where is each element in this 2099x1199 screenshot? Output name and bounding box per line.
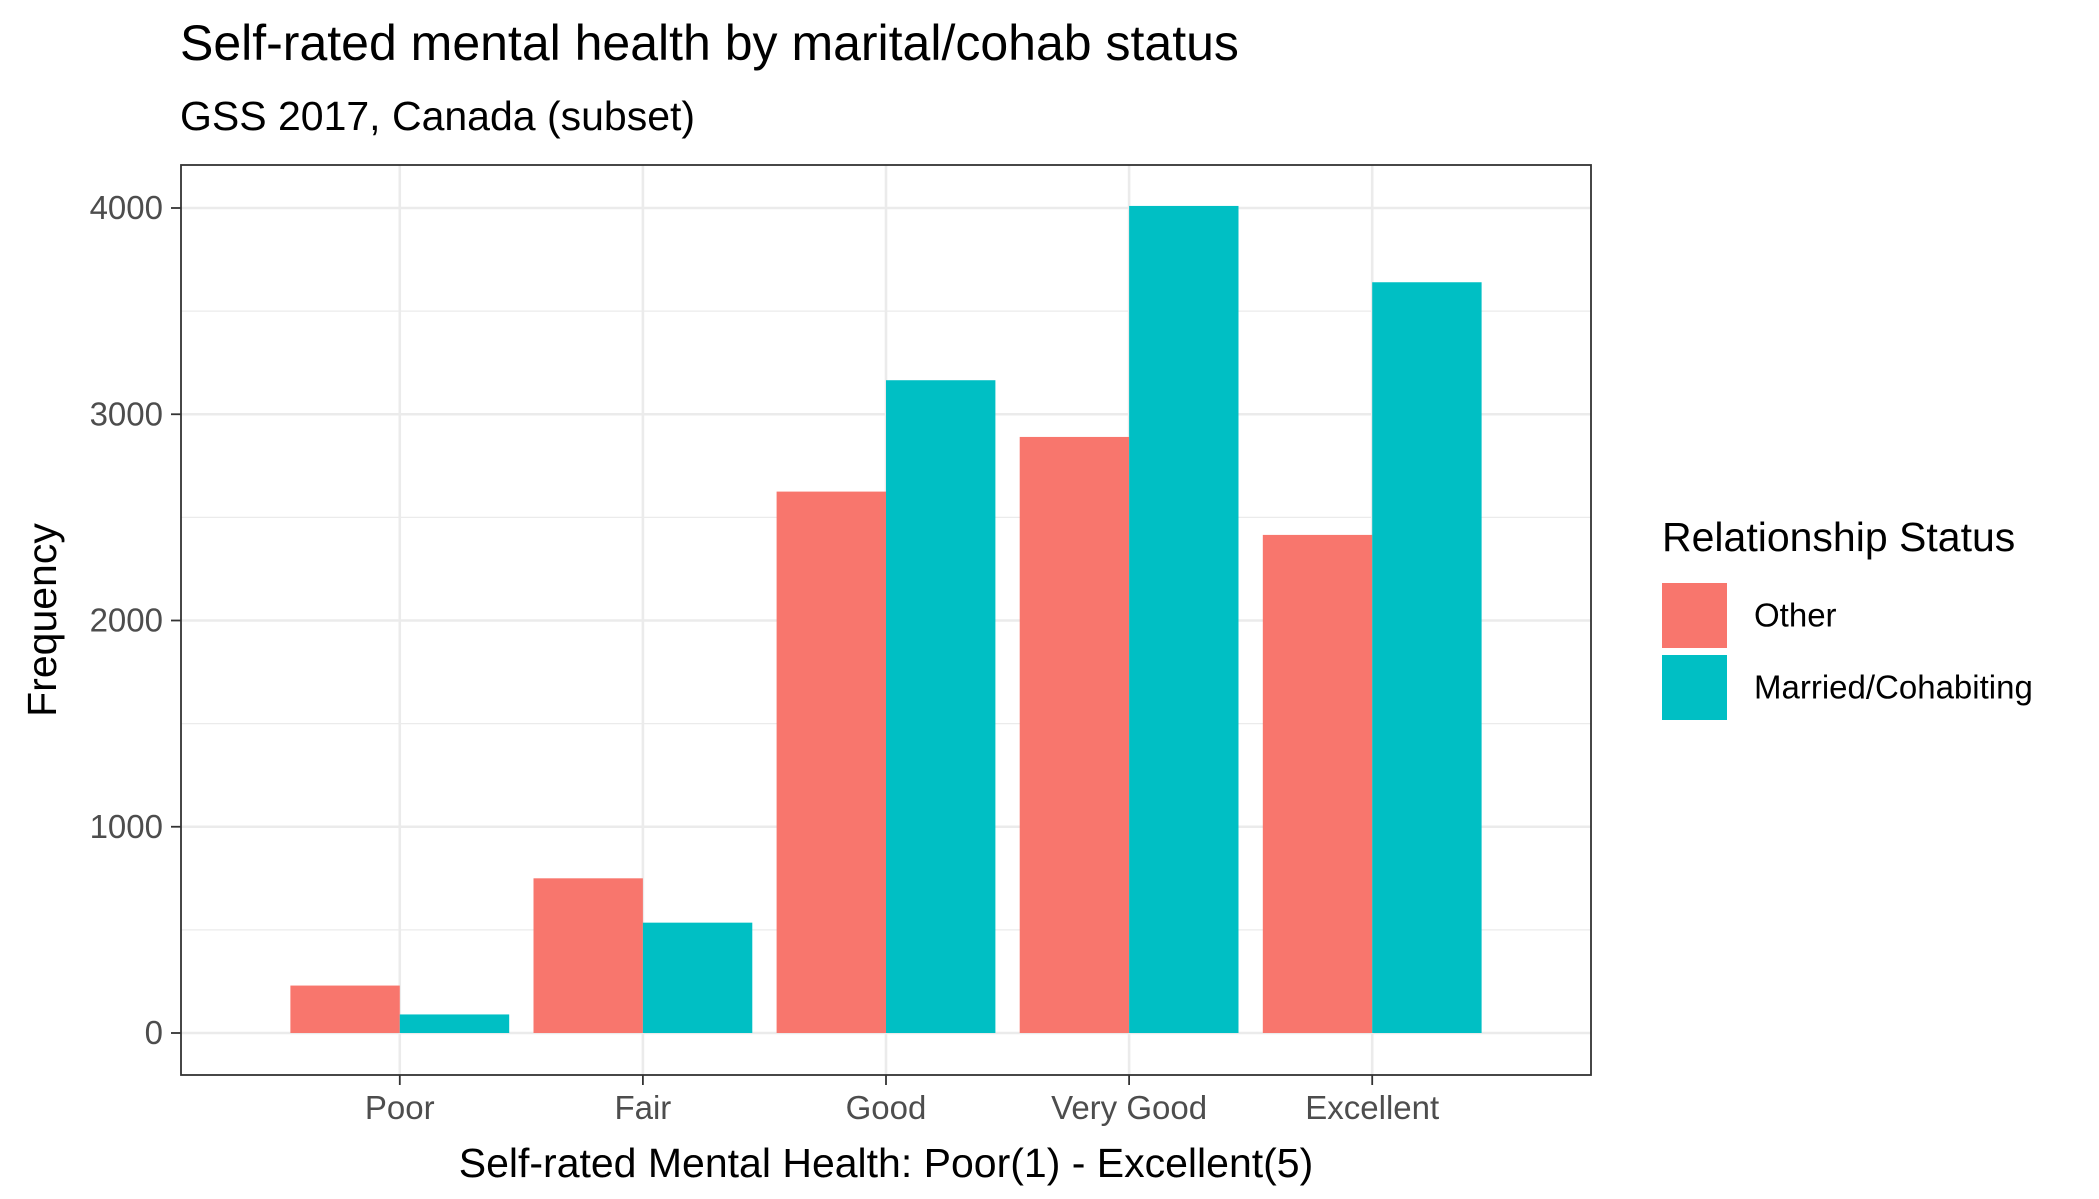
bar-other-good [776, 491, 886, 1033]
bars [290, 205, 1482, 1033]
x-tick-label: Very Good [1051, 1089, 1207, 1126]
x-tick-label: Fair [614, 1089, 671, 1126]
legend-label: Other [1754, 597, 1837, 634]
y-tick-label: 3000 [90, 395, 163, 432]
y-axis: 0 1000 2000 3000 4000 [90, 189, 181, 1051]
legend-key-other [1662, 583, 1727, 648]
bar-other-very-good [1019, 436, 1130, 1033]
bar-married-cohabiting-very-good [1129, 205, 1239, 1033]
x-tick-label: Poor [365, 1089, 435, 1126]
legend-title: Relationship Status [1662, 514, 2015, 560]
y-tick-label: 0 [145, 1014, 163, 1051]
legend-items: Other Married/Cohabiting [1662, 583, 2033, 720]
legend: Relationship Status Other Married/Cohabit… [1662, 514, 2033, 720]
x-tick-label: Good [846, 1089, 927, 1126]
x-tick-label: Excellent [1305, 1089, 1439, 1126]
chart-subtitle: GSS 2017, Canada (subset) [180, 93, 695, 139]
bar-married-cohabiting-excellent [1372, 282, 1482, 1033]
bar-other-fair [533, 878, 643, 1033]
legend-key-married-cohabiting [1662, 655, 1727, 720]
y-axis-title: Frequency [19, 523, 65, 717]
bar-married-cohabiting-poor [399, 1014, 510, 1033]
bar-married-cohabiting-fair [642, 922, 753, 1033]
legend-label: Married/Cohabiting [1754, 669, 2033, 706]
y-tick-label: 1000 [90, 808, 163, 845]
plot-panel [180, 164, 1592, 1076]
bar-other-poor [290, 985, 400, 1033]
x-axis: Poor Fair Good Very Good Excellent [365, 1075, 1439, 1126]
bar-married-cohabiting-good [886, 380, 996, 1033]
y-tick-label: 2000 [90, 602, 163, 639]
bar-other-excellent [1262, 534, 1373, 1033]
x-axis-title: Self-rated Mental Health: Poor(1) - Exce… [459, 1140, 1314, 1186]
chart-title: Self-rated mental health by marital/coha… [180, 15, 1239, 71]
y-tick-label: 4000 [90, 189, 163, 226]
